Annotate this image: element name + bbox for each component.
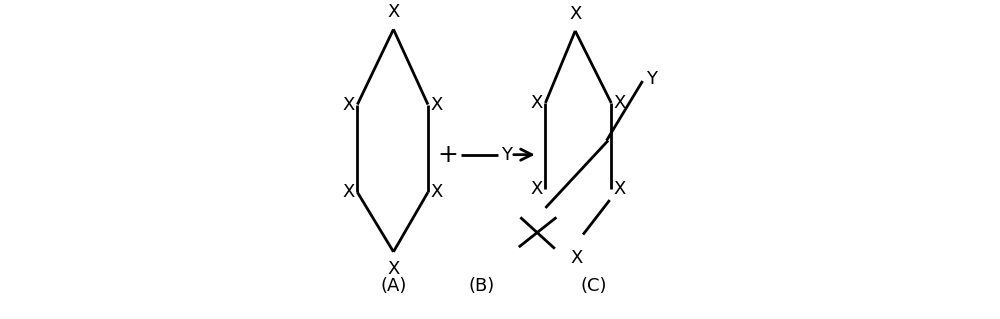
Text: X: X [571,249,583,267]
Text: X: X [387,260,400,278]
Text: X: X [431,183,443,201]
Text: X: X [530,180,543,198]
Text: +: + [438,143,459,167]
Text: Y: Y [501,146,512,164]
Text: Y: Y [646,70,657,88]
Text: X: X [569,5,581,23]
Text: (B): (B) [468,277,494,295]
Text: (C): (C) [581,277,607,295]
Text: X: X [431,95,443,114]
Text: X: X [614,94,626,112]
Text: X: X [387,3,400,21]
Text: X: X [342,183,355,201]
Text: X: X [530,94,543,112]
Text: X: X [614,180,626,198]
Text: (A): (A) [380,277,407,295]
Text: X: X [342,95,355,114]
